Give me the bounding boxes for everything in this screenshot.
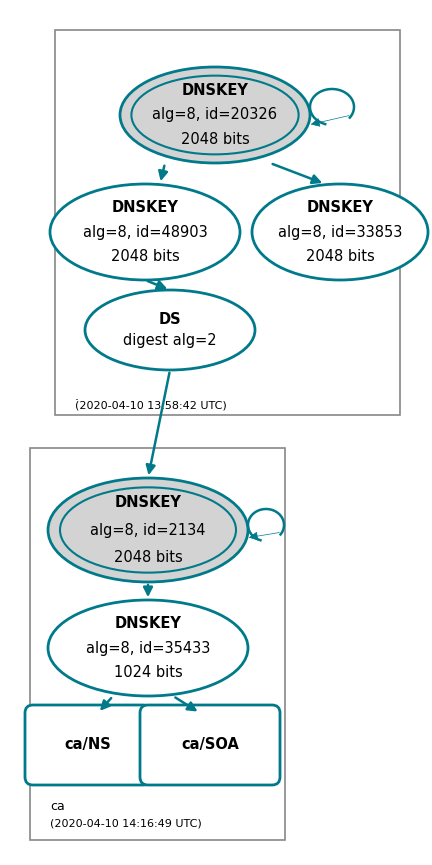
Ellipse shape bbox=[252, 184, 428, 280]
Text: .: . bbox=[75, 390, 79, 403]
Text: (2020-04-10 13:58:42 UTC): (2020-04-10 13:58:42 UTC) bbox=[75, 400, 227, 410]
Bar bbox=[55, 30, 400, 415]
Ellipse shape bbox=[120, 67, 310, 163]
Text: ca: ca bbox=[50, 800, 65, 813]
Text: alg=8, id=20326: alg=8, id=20326 bbox=[152, 107, 277, 123]
FancyBboxPatch shape bbox=[140, 705, 280, 785]
Ellipse shape bbox=[131, 75, 299, 154]
Text: ca/SOA: ca/SOA bbox=[181, 738, 239, 753]
Ellipse shape bbox=[60, 487, 236, 573]
Text: DS: DS bbox=[159, 312, 181, 327]
Text: DNSKEY: DNSKEY bbox=[111, 200, 178, 215]
Text: DNSKEY: DNSKEY bbox=[114, 616, 181, 631]
Ellipse shape bbox=[48, 600, 248, 696]
Ellipse shape bbox=[85, 290, 255, 370]
Text: 2048 bits: 2048 bits bbox=[305, 249, 375, 265]
Text: ca/NS: ca/NS bbox=[65, 738, 111, 753]
Text: alg=8, id=35433: alg=8, id=35433 bbox=[86, 640, 210, 656]
Text: DNSKEY: DNSKEY bbox=[114, 496, 181, 510]
Text: 1024 bits: 1024 bits bbox=[114, 665, 182, 681]
Text: (2020-04-10 14:16:49 UTC): (2020-04-10 14:16:49 UTC) bbox=[50, 818, 202, 828]
Text: 2048 bits: 2048 bits bbox=[181, 132, 249, 147]
Text: alg=8, id=2134: alg=8, id=2134 bbox=[90, 522, 206, 537]
Bar bbox=[30, 448, 285, 840]
FancyBboxPatch shape bbox=[25, 705, 151, 785]
Text: digest alg=2: digest alg=2 bbox=[123, 333, 217, 348]
Text: 2048 bits: 2048 bits bbox=[111, 249, 179, 265]
Ellipse shape bbox=[50, 184, 240, 280]
Text: 2048 bits: 2048 bits bbox=[114, 549, 182, 565]
Ellipse shape bbox=[48, 478, 248, 582]
Text: alg=8, id=48903: alg=8, id=48903 bbox=[83, 225, 207, 240]
Text: alg=8, id=33853: alg=8, id=33853 bbox=[278, 225, 402, 240]
Text: DNSKEY: DNSKEY bbox=[307, 200, 373, 215]
Text: DNSKEY: DNSKEY bbox=[181, 82, 248, 98]
